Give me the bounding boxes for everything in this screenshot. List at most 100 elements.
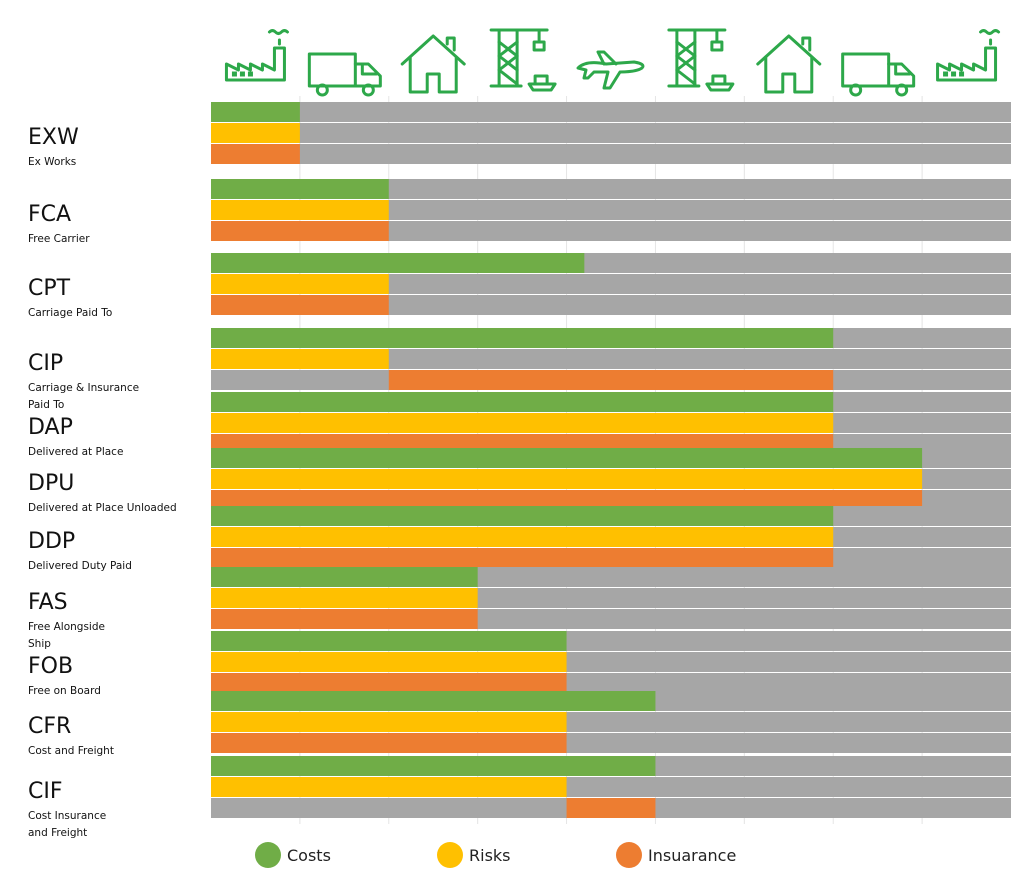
term-name: Delivered Duty Paid — [28, 560, 132, 572]
term-code: CFR — [28, 714, 71, 739]
legend-label: Risks — [469, 846, 511, 865]
term-name: and Freight — [28, 827, 87, 839]
term-name: Cost and Freight — [28, 745, 114, 757]
risks-bar — [211, 712, 567, 732]
risks-bar — [211, 349, 389, 369]
legend-item-costs: Costs — [255, 842, 331, 868]
port-crane-icon — [667, 28, 735, 92]
remainder-bar — [211, 274, 1011, 294]
insuarance-bar — [211, 733, 567, 753]
insuarance-bar — [211, 221, 389, 241]
term-name: Delivered at Place — [28, 446, 123, 458]
remainder-bar — [211, 295, 1011, 315]
term-name: Cost Insurance — [28, 810, 106, 822]
legend: Costs Risks Insuarance — [255, 842, 736, 868]
house-icon — [400, 34, 466, 94]
insuarance-bar — [211, 295, 389, 315]
term-code: FCA — [28, 202, 71, 227]
costs-bar — [211, 567, 478, 587]
insuarance-bar — [211, 609, 478, 629]
term-name: Carriage & Insurance — [28, 382, 139, 394]
costs-bar — [211, 448, 923, 468]
term-code: CPT — [28, 276, 71, 301]
factory-icon — [936, 29, 1001, 82]
bar-row-fas — [211, 567, 1011, 629]
costs-bar — [211, 631, 567, 651]
risks-bar — [211, 588, 478, 608]
remainder-bar — [211, 123, 1011, 143]
term-name: Paid To — [28, 399, 64, 411]
term-code: DAP — [28, 415, 73, 440]
bar-row-dap — [211, 392, 1011, 454]
risks-bar — [211, 777, 567, 797]
remainder-bar — [211, 200, 1011, 220]
port-crane-icon — [489, 28, 557, 92]
airplane-icon — [576, 50, 645, 90]
remainder-bar — [211, 144, 1011, 164]
stage-icons — [224, 28, 1001, 97]
costs-bar — [211, 179, 389, 199]
bar-rows — [211, 102, 1011, 818]
house-icon — [756, 34, 822, 94]
term-name: Free Carrier — [28, 233, 90, 245]
remainder-bar — [211, 349, 1011, 369]
term-name: Free on Board — [28, 685, 101, 697]
factory-icon — [224, 29, 289, 82]
legend-item-insuarance: Insuarance — [616, 842, 736, 868]
term-code: FOB — [28, 654, 73, 679]
costs-bar — [211, 253, 585, 273]
risks-bar — [211, 469, 923, 489]
insuarance-bar — [211, 144, 300, 164]
term-code: EXW — [28, 125, 79, 150]
insuarance-bar — [211, 490, 923, 510]
bar-row-exw — [211, 102, 1011, 164]
term-name: Ex Works — [28, 156, 76, 168]
bar-row-cpt — [211, 253, 1011, 315]
costs-bar — [211, 392, 834, 412]
legend-item-risks: Risks — [437, 842, 511, 868]
bar-row-cif — [211, 756, 1011, 818]
truck-icon — [307, 52, 382, 97]
bar-row-fca — [211, 179, 1011, 241]
term-code: DDP — [28, 529, 75, 554]
remainder-bar — [211, 102, 1011, 122]
remainder-bar — [211, 179, 1011, 199]
term-labels: EXW Ex Works FCA Free Carrier CPT Carriage Pa… — [28, 125, 177, 839]
insuarance-bar — [211, 673, 567, 693]
risks-bar — [211, 652, 567, 672]
term-name: Ship — [28, 638, 51, 650]
bar-row-dpu — [211, 448, 1011, 510]
insuarance-bar — [566, 798, 656, 818]
costs-bar — [211, 691, 656, 711]
term-name: Delivered at Place Unloaded — [28, 502, 177, 514]
risks-bar — [211, 123, 300, 143]
risks-bar — [211, 200, 389, 220]
risks-bar — [211, 527, 834, 547]
truck-icon — [841, 52, 916, 97]
legend-label: Insuarance — [648, 846, 736, 865]
legend-swatch — [437, 842, 463, 868]
term-name: Carriage Paid To — [28, 307, 112, 319]
insuarance-bar — [388, 370, 834, 390]
risks-bar — [211, 274, 389, 294]
costs-bar — [211, 102, 300, 122]
costs-bar — [211, 506, 834, 526]
legend-label: Costs — [287, 846, 331, 865]
costs-bar — [211, 756, 656, 776]
term-code: CIP — [28, 351, 63, 376]
bar-row-cip — [211, 328, 1011, 390]
bar-row-ddp — [211, 506, 1011, 568]
bar-row-fob — [211, 631, 1011, 693]
costs-bar — [211, 328, 834, 348]
insuarance-bar — [211, 548, 834, 568]
term-code: FAS — [28, 590, 68, 615]
risks-bar — [211, 413, 834, 433]
term-code: DPU — [28, 471, 74, 496]
legend-swatch — [255, 842, 281, 868]
bar-row-cfr — [211, 691, 1011, 753]
legend-swatch — [616, 842, 642, 868]
term-code: CIF — [28, 779, 63, 804]
remainder-bar — [211, 221, 1011, 241]
term-name: Free Alongside — [28, 621, 105, 633]
